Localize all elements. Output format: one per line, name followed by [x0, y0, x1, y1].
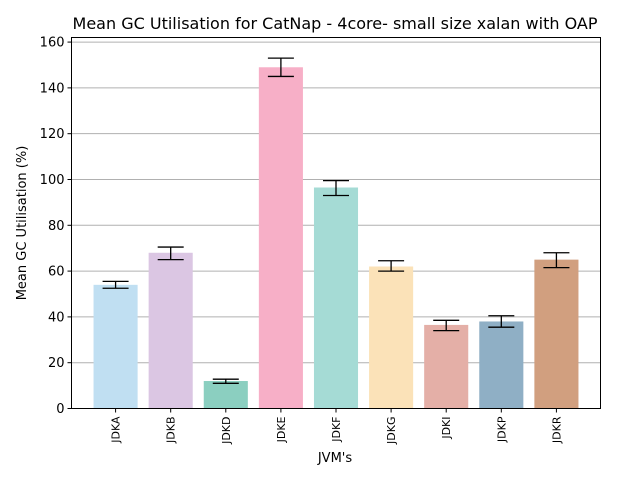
y-tick-label: 140	[40, 81, 65, 96]
bars	[93, 67, 579, 409]
x-axis-label: JVM's	[317, 451, 353, 466]
x-tick-label: JDKI	[440, 417, 453, 440]
bar-jdkr	[534, 259, 579, 409]
y-tick-label: 40	[48, 310, 65, 325]
bar-jdke	[258, 67, 303, 409]
x-tick-label: JDKG	[385, 417, 398, 445]
x-ticks: JDKA JDKB JDKD JDKE JDKF JDKG JDKI JDKP JDKR	[110, 408, 563, 445]
bar-jdkb	[148, 252, 193, 409]
y-tick-label: 20	[48, 356, 65, 371]
bar-jdkd	[203, 381, 248, 409]
y-ticks: 0 20 40 60 80 100 120 140 160	[40, 36, 72, 417]
y-tick-label: 100	[40, 173, 65, 188]
y-tick-label: 60	[48, 265, 65, 280]
y-tick-label: 160	[40, 36, 65, 51]
error-bars	[102, 57, 570, 384]
x-tick-label: JDKD	[220, 417, 233, 445]
y-tick-label: 0	[56, 402, 64, 417]
x-tick-label: JDKP	[495, 416, 508, 443]
x-tick-label: JDKE	[275, 416, 288, 443]
bar-jdka	[93, 284, 138, 409]
x-tick-label: JDKF	[330, 417, 343, 443]
x-tick-label: JDKR	[550, 416, 563, 444]
y-tick-label: 80	[48, 219, 65, 234]
bar-jdkf	[313, 187, 359, 409]
bar-jdki	[424, 324, 469, 409]
y-axis-label: Mean GC Utilisation (%)	[15, 146, 30, 301]
bar-jdkg	[369, 266, 414, 409]
x-tick-label: JDKA	[110, 416, 123, 444]
y-tick-label: 120	[40, 127, 65, 142]
bar-jdkp	[479, 321, 524, 409]
x-tick-label: JDKB	[165, 417, 178, 444]
chart-title: Mean GC Utilisation for CatNap - 4core- …	[73, 14, 598, 33]
